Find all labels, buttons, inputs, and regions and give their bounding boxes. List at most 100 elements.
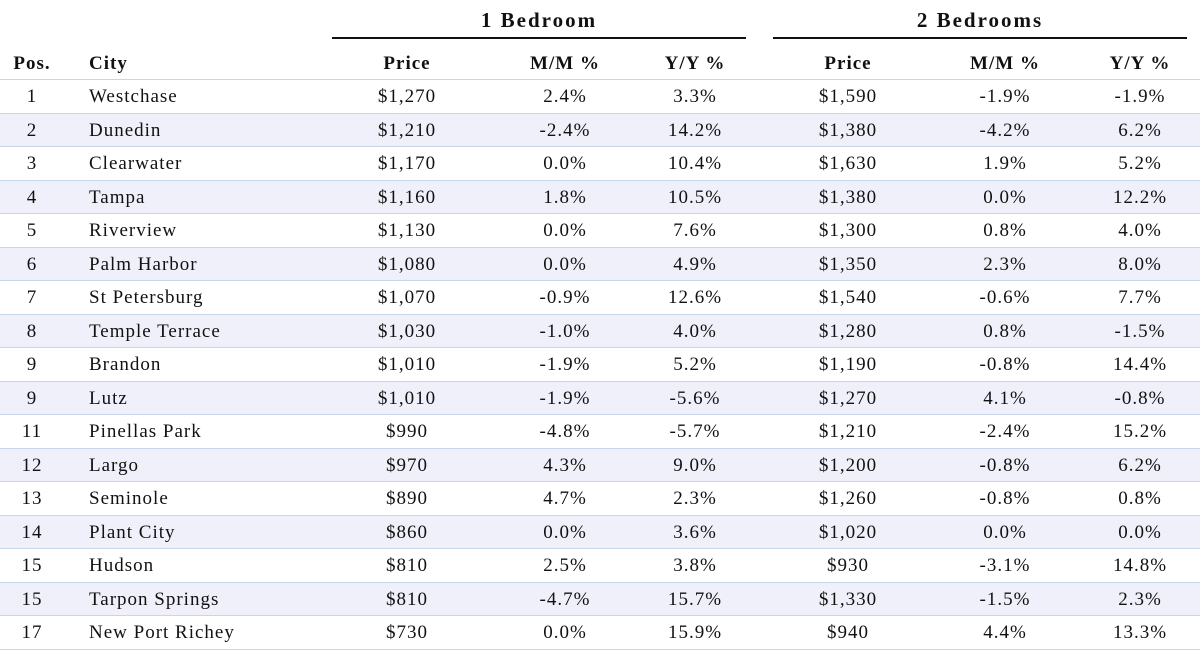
city-cell: Tarpon Springs <box>89 588 220 610</box>
value-cell: 6 <box>26 253 38 275</box>
value-cell: -0.8% <box>979 454 1031 476</box>
table-row <box>0 448 1200 482</box>
column-header: City <box>89 53 128 74</box>
column-header: Price <box>824 53 872 74</box>
value-cell: 3.6% <box>673 521 717 543</box>
value-cell: 9 <box>26 354 38 375</box>
value-cell: 14.2% <box>667 119 723 141</box>
value-cell: 0.0% <box>543 253 587 275</box>
value-cell: 10.4% <box>667 153 723 174</box>
value-cell: $1,190 <box>818 354 878 375</box>
value-cell: $1,270 <box>818 387 878 409</box>
value-cell: -0.8% <box>979 488 1031 509</box>
value-cell: -4.8% <box>539 421 591 442</box>
value-cell: 10.5% <box>667 186 723 208</box>
value-cell: 2.3% <box>1118 588 1162 610</box>
table-row <box>0 80 1200 114</box>
value-cell: $930 <box>827 555 869 576</box>
value-cell: 2.4% <box>543 86 587 107</box>
value-cell: 0.8% <box>983 320 1027 342</box>
value-cell: 5 <box>26 220 38 241</box>
table-row <box>0 482 1200 516</box>
value-cell: 15 <box>21 588 43 610</box>
value-cell: 2.3% <box>983 253 1027 275</box>
column-header: Y/Y % <box>1109 53 1171 74</box>
value-cell: 3.8% <box>673 555 717 576</box>
table-row <box>0 582 1200 616</box>
city-cell: Pinellas Park <box>89 421 202 442</box>
value-cell: $1,210 <box>377 119 437 141</box>
value-cell: $1,010 <box>377 387 437 409</box>
value-cell: 5.2% <box>1118 153 1162 174</box>
value-cell: 4.1% <box>983 387 1027 409</box>
table-row <box>0 214 1200 248</box>
value-cell: 12.2% <box>1112 186 1168 208</box>
value-cell: 0.0% <box>543 622 587 643</box>
table-row <box>0 147 1200 181</box>
value-cell: -0.8% <box>1114 387 1166 409</box>
value-cell: -1.9% <box>979 86 1031 107</box>
value-cell: $1,330 <box>818 588 878 610</box>
group-rule <box>332 37 746 39</box>
value-cell: $1,160 <box>377 186 437 208</box>
value-cell: $970 <box>386 454 428 476</box>
value-cell: -4.7% <box>539 588 591 610</box>
value-cell: -3.1% <box>979 555 1031 576</box>
value-cell: -1.9% <box>539 387 591 409</box>
table-row <box>0 348 1200 382</box>
city-cell: Tampa <box>89 186 146 208</box>
value-cell: 14.4% <box>1112 354 1168 375</box>
value-cell: $1,630 <box>818 153 878 174</box>
value-cell: 4.0% <box>673 320 717 342</box>
value-cell: 5.2% <box>673 354 717 375</box>
table-row <box>0 415 1200 449</box>
value-cell: $1,380 <box>818 186 878 208</box>
value-cell: 15.2% <box>1112 421 1168 442</box>
value-cell: 11 <box>21 421 43 442</box>
city-cell: Palm Harbor <box>89 253 198 275</box>
value-cell: 0.8% <box>983 220 1027 241</box>
value-cell: 0.0% <box>543 220 587 241</box>
value-cell: 4.4% <box>983 622 1027 643</box>
column-header: M/M % <box>970 53 1040 74</box>
value-cell: 3 <box>26 153 38 174</box>
value-cell: 0.0% <box>543 153 587 174</box>
header-row <box>0 46 1200 80</box>
city-cell: Dunedin <box>89 119 162 141</box>
value-cell: 14 <box>21 521 43 543</box>
value-cell: -0.8% <box>979 354 1031 375</box>
value-cell: -5.6% <box>669 387 721 409</box>
value-cell: 2 <box>26 119 38 141</box>
value-cell: 15.7% <box>667 588 723 610</box>
value-cell: 1.9% <box>983 153 1027 174</box>
value-cell: 8 <box>26 320 38 342</box>
value-cell: 2.5% <box>543 555 587 576</box>
value-cell: 9.0% <box>673 454 717 476</box>
value-cell: $1,270 <box>377 86 437 107</box>
value-cell: 7.6% <box>673 220 717 241</box>
table-row <box>0 616 1200 650</box>
value-cell: -1.5% <box>1114 320 1166 342</box>
city-cell: Clearwater <box>89 153 183 174</box>
value-cell: -2.4% <box>979 421 1031 442</box>
value-cell: -5.7% <box>669 421 721 442</box>
value-cell: 0.0% <box>983 521 1027 543</box>
city-cell: Largo <box>89 454 140 476</box>
city-cell: Westchase <box>89 86 178 107</box>
value-cell: $810 <box>386 588 428 610</box>
value-cell: 15 <box>21 555 43 576</box>
table-row <box>0 381 1200 415</box>
value-cell: $1,020 <box>818 521 878 543</box>
group-header: 1 Bedroom <box>480 8 598 32</box>
table-row <box>0 281 1200 315</box>
value-cell: $1,200 <box>818 454 878 476</box>
value-cell: -1.5% <box>979 588 1031 610</box>
table-row <box>0 247 1200 281</box>
city-cell: Temple Terrace <box>89 320 221 342</box>
value-cell: 12.6% <box>667 287 723 308</box>
value-cell: 3.3% <box>673 86 717 107</box>
value-cell: 4 <box>26 186 38 208</box>
group-rule <box>773 37 1187 39</box>
value-cell: 4.9% <box>673 253 717 275</box>
